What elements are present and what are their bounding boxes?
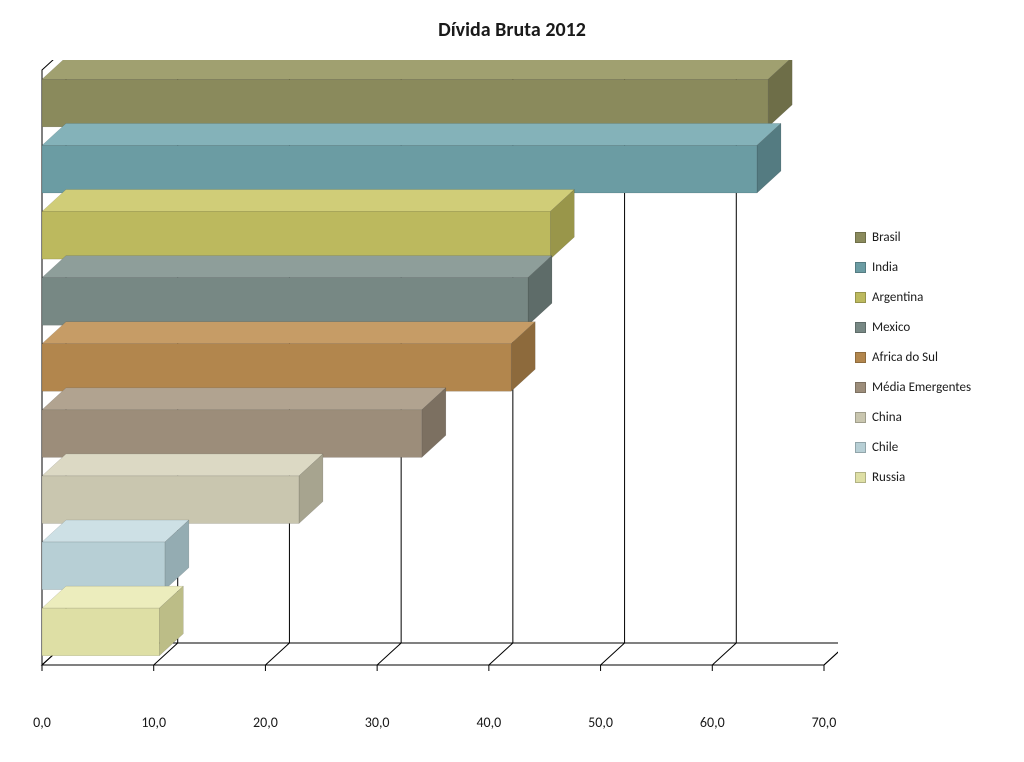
legend-item: China: [855, 410, 1015, 425]
legend-item: Brasil: [855, 230, 1015, 245]
x-tick-label: 30,0: [365, 714, 390, 731]
x-tick-label: 20,0: [253, 714, 278, 731]
x-tick-label: 0,0: [33, 714, 51, 731]
legend: Brasil India Argentina Mexico Africa do Sul M…: [855, 230, 1015, 500]
x-axis-labels: 0,0 10,0 20,0 30,0 40,0 50,0 60,0 70,0: [0, 714, 1024, 734]
legend-item: Mexico: [855, 320, 1015, 335]
legend-label: Mexico: [872, 320, 910, 335]
legend-label: Africa do Sul: [872, 350, 938, 365]
x-tick-label: 70,0: [812, 714, 837, 731]
legend-label: Média Emergentes: [872, 380, 971, 395]
legend-label: Russia: [872, 470, 905, 485]
chart-title: Dívida Bruta 2012: [0, 18, 1024, 42]
legend-label: China: [872, 410, 902, 425]
legend-item: Russia: [855, 470, 1015, 485]
x-tick-label: 10,0: [141, 714, 166, 731]
legend-item: Média Emergentes: [855, 380, 1015, 395]
x-tick-label: 40,0: [476, 714, 501, 731]
legend-swatch: [855, 472, 866, 483]
legend-item: Chile: [855, 440, 1015, 455]
x-tick-label: 50,0: [588, 714, 613, 731]
legend-swatch: [855, 382, 866, 393]
x-tick-label: 60,0: [700, 714, 725, 731]
chart-svg: [18, 60, 838, 695]
legend-swatch: [855, 442, 866, 453]
legend-item: India: [855, 260, 1015, 275]
legend-item: Argentina: [855, 290, 1015, 305]
legend-swatch: [855, 352, 866, 363]
legend-label: Argentina: [872, 290, 923, 305]
legend-swatch: [855, 322, 866, 333]
legend-swatch: [855, 292, 866, 303]
legend-swatch: [855, 412, 866, 423]
legend-label: Brasil: [872, 230, 901, 245]
legend-label: India: [872, 260, 898, 275]
plot-area: [18, 60, 838, 695]
legend-label: Chile: [872, 440, 898, 455]
legend-swatch: [855, 262, 866, 273]
legend-swatch: [855, 232, 866, 243]
legend-item: Africa do Sul: [855, 350, 1015, 365]
